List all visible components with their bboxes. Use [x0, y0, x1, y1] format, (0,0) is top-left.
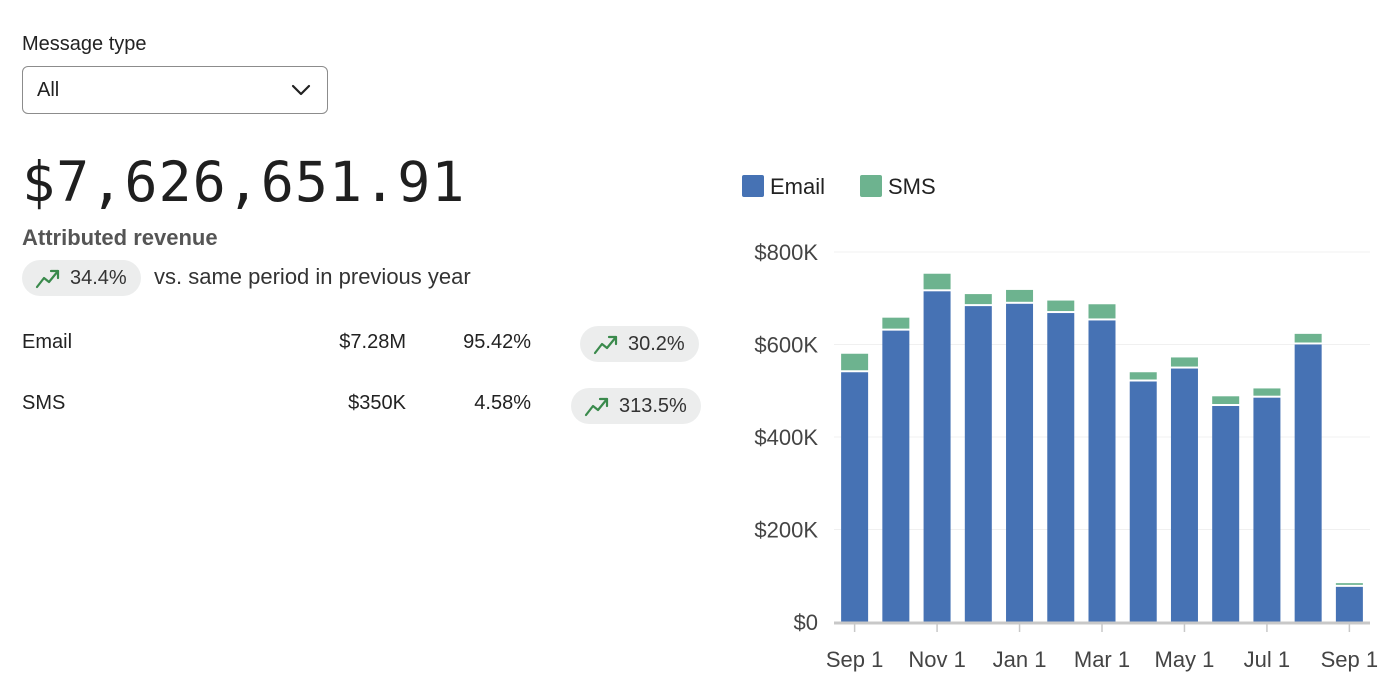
bar-email[interactable]: [1088, 320, 1116, 622]
bar-email[interactable]: [1294, 344, 1322, 623]
email-change-badge: 30.2%: [580, 326, 699, 362]
bar-sms[interactable]: [1253, 388, 1281, 396]
bar-sms[interactable]: [841, 353, 869, 371]
breakdown-row-email-share: 95.42%: [463, 331, 531, 353]
sms-change-value: 313.5%: [619, 394, 687, 417]
x-tick-label: Sep 1: [826, 647, 884, 672]
bar-email[interactable]: [841, 372, 869, 622]
bar-sms[interactable]: [1212, 396, 1240, 405]
revenue-change-value: 34.4%: [70, 266, 127, 289]
message-type-label: Message type: [22, 33, 147, 55]
attributed-revenue-label: Attributed revenue: [22, 225, 218, 250]
bar-sms[interactable]: [1006, 289, 1034, 302]
breakdown-row-sms-share: 4.58%: [474, 392, 531, 414]
x-tick-label: May 1: [1155, 647, 1215, 672]
breakdown-row-email-amount: $7.28M: [339, 331, 406, 353]
sms-change-badge: 313.5%: [571, 388, 701, 424]
chart-y-axis: $0 $200K $400K $600K $800K: [754, 240, 818, 635]
chevron-down-icon: [291, 84, 311, 96]
legend-label-sms: SMS: [888, 174, 936, 199]
bar-email[interactable]: [1212, 406, 1240, 622]
y-tick-label: $0: [794, 610, 818, 635]
revenue-change-badge: 34.4%: [22, 260, 141, 296]
bar-sms[interactable]: [923, 273, 951, 290]
bar-email[interactable]: [1129, 381, 1157, 623]
x-tick-label: Sep 1: [1321, 647, 1379, 672]
bar-email[interactable]: [882, 330, 910, 622]
bar-email[interactable]: [1047, 313, 1075, 622]
y-tick-label: $600K: [754, 333, 818, 358]
trend-up-icon: [35, 269, 60, 289]
attributed-revenue-value: $7,626,651.91: [22, 150, 466, 214]
legend-swatch-sms: [860, 175, 882, 197]
bar-email[interactable]: [923, 291, 951, 622]
revenue-bar-chart: Email SMS $0 $200K $400K $600K $800K Sep 1 Nov…: [742, 174, 1379, 672]
x-tick-label: Mar 1: [1074, 647, 1130, 672]
bar-email[interactable]: [964, 306, 992, 622]
bar-sms[interactable]: [964, 294, 992, 305]
x-tick-label: Nov 1: [908, 647, 965, 672]
bar-email[interactable]: [1253, 397, 1281, 622]
bar-email[interactable]: [1006, 303, 1034, 622]
breakdown-row-email-channel: Email: [22, 331, 73, 353]
bar-sms[interactable]: [1335, 583, 1363, 585]
y-tick-label: $400K: [754, 425, 818, 450]
bar-sms[interactable]: [1047, 300, 1075, 312]
bar-sms[interactable]: [1294, 333, 1322, 343]
legend-swatch-email: [742, 175, 764, 197]
legend-label-email: Email: [770, 174, 825, 199]
message-type-select[interactable]: All: [22, 66, 328, 114]
bar-sms[interactable]: [1170, 357, 1198, 367]
chart-x-axis: Sep 1 Nov 1 Jan 1 Mar 1 May 1 Jul 1 Sep 1: [826, 621, 1379, 672]
comparison-text: vs. same period in previous year: [154, 264, 471, 289]
trend-up-icon: [593, 335, 618, 355]
bar-sms[interactable]: [1088, 304, 1116, 319]
breakdown-row-sms-amount: $350K: [348, 392, 406, 414]
breakdown-row-sms-channel: SMS: [22, 392, 66, 414]
bar-email[interactable]: [1335, 586, 1363, 622]
chart-legend: Email SMS: [742, 174, 936, 199]
message-type-value: All: [37, 78, 60, 101]
bar-email[interactable]: [1170, 368, 1198, 622]
y-tick-label: $200K: [754, 518, 818, 543]
bar-sms[interactable]: [1129, 372, 1157, 380]
chart-bars: [841, 273, 1363, 623]
y-tick-label: $800K: [754, 240, 818, 265]
trend-up-icon: [584, 397, 609, 417]
x-tick-label: Jan 1: [993, 647, 1047, 672]
bar-sms[interactable]: [882, 317, 910, 329]
x-tick-label: Jul 1: [1244, 647, 1290, 672]
email-change-value: 30.2%: [628, 332, 685, 355]
